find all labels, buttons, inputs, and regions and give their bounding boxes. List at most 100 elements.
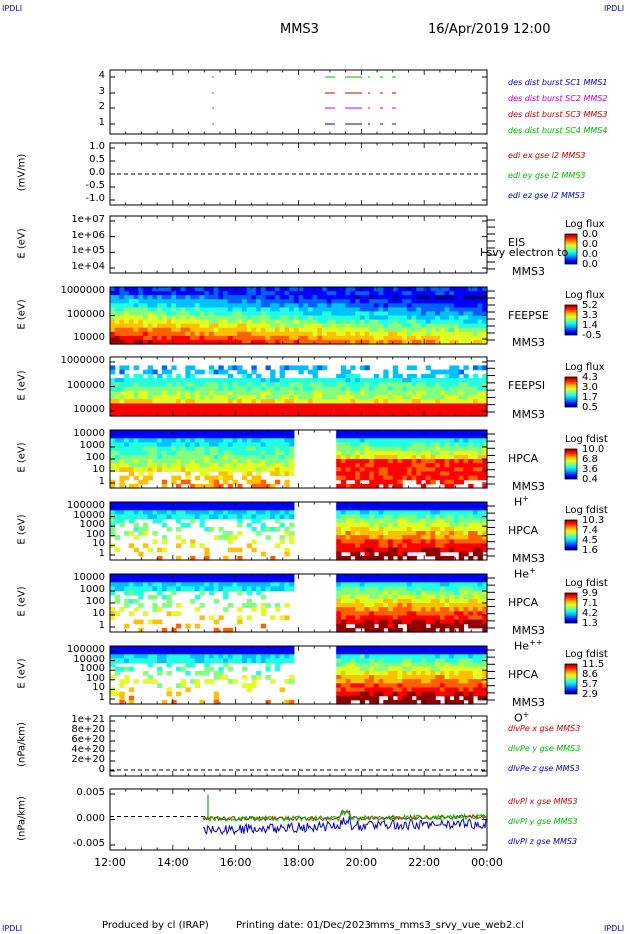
colorbar-value: 1.7 xyxy=(582,392,598,403)
colorbar-title: Log fdist xyxy=(565,578,608,589)
y-tick-label: 1e+07 xyxy=(71,214,105,225)
legend-entry: des dist burst SC4 MMS4 xyxy=(508,126,608,135)
panel-frame xyxy=(109,215,488,274)
colorbar-title: Log flux xyxy=(565,290,605,301)
instrument-name: HPCA xyxy=(508,524,539,537)
species-label: H+ xyxy=(514,494,529,509)
y-tick-label: 1000000 xyxy=(60,285,105,296)
colorbar-value: 0.4 xyxy=(582,474,598,485)
overlay-text: l svy electron to xyxy=(480,246,569,259)
panel-edi-e-field xyxy=(109,142,488,206)
colorbar xyxy=(564,304,578,336)
legend-entry: des dist burst SC1 MMS1 xyxy=(508,78,608,87)
colorbar-title: Log fdist xyxy=(565,434,608,445)
y-tick-label: 10000 xyxy=(73,572,105,583)
colorbar-value: 4.5 xyxy=(582,535,598,546)
colorbar-value: 1.3 xyxy=(582,618,598,629)
instrument-name: FEEPSI xyxy=(508,379,546,392)
colorbar-value: 1.6 xyxy=(582,545,598,556)
panel-feeps-i xyxy=(109,356,578,417)
y-tick-label: 100 xyxy=(85,596,105,607)
y-tick-label: 1000000 xyxy=(60,355,105,366)
y-tick-label: 10 xyxy=(92,464,105,475)
species-label: He++ xyxy=(514,638,543,653)
y-tick-label: 4e+20 xyxy=(71,744,105,755)
burst-dot xyxy=(212,76,214,78)
colorbar-value: 3.6 xyxy=(582,464,598,475)
colorbar xyxy=(564,376,578,408)
colorbar-title: Log fdist xyxy=(565,649,608,660)
colorbar-value: 11.5 xyxy=(582,659,605,670)
legend-entry: dlvPl z gse MMS3 xyxy=(508,837,578,846)
spacecraft-name: MMS3 xyxy=(512,408,545,421)
x-tick-label: 16:00 xyxy=(219,856,252,869)
legend-entry: dlvPl x gse MMS3 xyxy=(508,797,578,806)
page-title: MMS3 xyxy=(280,22,319,37)
spacecraft-name: MMS3 xyxy=(512,265,545,278)
panel-hpca-h xyxy=(109,429,578,489)
burst-dot xyxy=(212,107,214,109)
colorbar-value: 1.4 xyxy=(582,320,598,331)
x-tick-label: 20:00 xyxy=(345,856,378,869)
corner-label-top-left: IPDLI xyxy=(2,4,23,13)
y-tick-label: 2 xyxy=(98,101,105,112)
legend-entry: edi ey gse l2 MMS3 xyxy=(508,171,586,180)
y-tick-label: 1000 xyxy=(79,584,105,595)
y-axis-label: (nPa/km) xyxy=(16,722,28,767)
colorbar-value: 0.5 xyxy=(582,402,598,413)
colorbar-value: 5.7 xyxy=(582,679,598,690)
colorbar-value: 4.2 xyxy=(582,608,598,619)
y-tick-label: 1e+21 xyxy=(71,714,105,725)
y-tick-label: 1 xyxy=(98,548,105,559)
instrument-name: HPCA xyxy=(508,668,539,681)
colorbar-value: 0.0 xyxy=(582,259,598,270)
colorbar xyxy=(564,663,578,695)
colorbar-value: 7.4 xyxy=(582,525,598,536)
x-tick-label: 00:00 xyxy=(471,856,503,869)
instrument-name: HPCA xyxy=(508,452,539,465)
y-tick-label: 0 xyxy=(98,764,105,775)
y-tick-label: 10000 xyxy=(73,509,105,521)
y-tick-label: 1 xyxy=(98,476,105,487)
colorbar xyxy=(564,448,578,480)
y-tick-label: 10000 xyxy=(73,428,105,439)
colorbar-value: 2.9 xyxy=(582,689,598,700)
x-tick-label: 14:00 xyxy=(156,856,189,869)
y-tick-label: 10000 xyxy=(73,404,105,415)
colorbar-value: 3.0 xyxy=(582,382,598,393)
burst-dot xyxy=(212,123,214,125)
colorbar-value: 7.1 xyxy=(582,598,598,609)
colorbar xyxy=(564,519,578,551)
y-axis-label: E (eV) xyxy=(16,298,28,330)
y-tick-label: 4 xyxy=(98,70,105,81)
y-axis-label: E (eV) xyxy=(16,586,28,617)
y-tick-label: 10 xyxy=(92,538,105,550)
y-tick-label: 1000 xyxy=(79,663,105,675)
spacecraft-name: MMS3 xyxy=(512,480,545,493)
panel-burst-availability xyxy=(109,69,488,135)
colorbar xyxy=(564,592,578,624)
y-tick-label: 0.005 xyxy=(76,787,105,798)
spacecraft-name: MMS3 xyxy=(512,336,545,349)
colorbar-value: 0.0 xyxy=(582,249,598,260)
y-tick-label: 1 xyxy=(98,692,105,703)
y-tick-label: 1 xyxy=(98,117,105,128)
y-tick-label: 1e+04 xyxy=(71,261,105,272)
spacecraft-name: MMS3 xyxy=(512,624,545,637)
legend-entry: des dist burst SC2 MMS2 xyxy=(508,94,608,103)
x-tick-label: 18:00 xyxy=(282,856,315,869)
y-tick-label: 1e+05 xyxy=(71,245,105,257)
instrument-name: FEEPSE xyxy=(508,309,549,322)
colorbar xyxy=(564,233,578,265)
colorbar-value: 5.2 xyxy=(582,300,598,311)
instrument-name: HPCA xyxy=(508,596,539,609)
colorbar-title: Log fdist xyxy=(565,505,608,516)
y-tick-label: 10 xyxy=(92,682,105,694)
panel-hpca-o xyxy=(109,645,578,705)
panel-feeps-e xyxy=(109,286,578,345)
colorbar-title: Log flux xyxy=(565,219,605,230)
y-tick-label: 0.000 xyxy=(76,812,105,824)
y-tick-label: 0.0 xyxy=(89,167,105,178)
panel-frame xyxy=(109,69,488,135)
